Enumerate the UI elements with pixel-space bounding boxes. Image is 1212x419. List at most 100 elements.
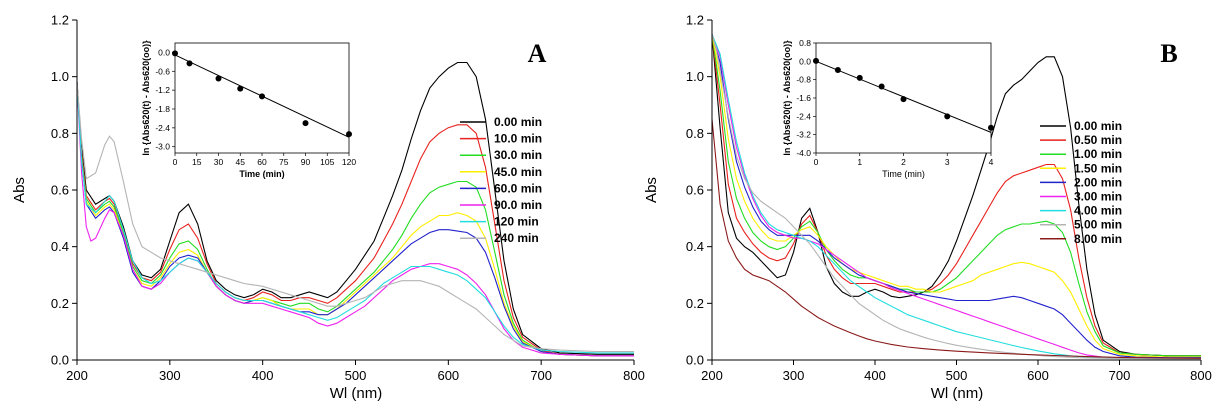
inset-y-tick-label: -1.6 bbox=[796, 93, 811, 103]
inset-y-tick-label: -0.6 bbox=[155, 66, 170, 76]
panel-label: A bbox=[528, 39, 547, 68]
panel-label: B bbox=[1160, 39, 1177, 68]
inset-plot: 0 15 30 45 60 75 90 105 120 0.0 -0.6 -1.2 -1.8 -2.4 -3… bbox=[141, 40, 356, 179]
inset-y-tick-label: -0.8 bbox=[796, 75, 811, 85]
inset-plot: 0 1 2 3 4 0.8 0.0 -0.8 -1.6 -2.4 -3.2 -4.0 Time (min… bbox=[782, 38, 994, 179]
series-line-4 bbox=[711, 34, 1201, 359]
y-tick-label: 0.4 bbox=[51, 239, 69, 254]
x-axis-label: Wl (nm) bbox=[931, 385, 984, 402]
inset-data-point bbox=[346, 131, 352, 138]
inset-data-point bbox=[944, 113, 951, 120]
panel-a: 200 300 400 500 600 700 8000.00.20.40.60.81.01… bbox=[11, 13, 645, 403]
inset-x-tick-label: 45 bbox=[236, 157, 246, 167]
inset-data-point bbox=[988, 124, 994, 131]
legend-label: 45.0 min bbox=[494, 165, 542, 179]
series-line-6 bbox=[711, 33, 1202, 360]
x-tick-label: 800 bbox=[1190, 368, 1212, 383]
panel-b: 200 300 400 500 600 700 800 0.0 0.2 0.4 0.6 0.8 1.0 1… bbox=[643, 13, 1212, 403]
x-axis-label: Wl (nm) bbox=[330, 385, 383, 402]
inset-y-tick-label: 0.8 bbox=[799, 38, 811, 48]
legend-label: 30.0 min bbox=[494, 148, 542, 162]
inset-y-tick-label: -1.8 bbox=[155, 104, 170, 114]
series-line-7 bbox=[76, 82, 634, 353]
y-tick-label: 1.0 bbox=[686, 69, 704, 84]
y-tick-label: 0.8 bbox=[51, 126, 69, 141]
y-tick-label: 1.2 bbox=[686, 13, 704, 28]
inset-x-tick-label: 4 bbox=[989, 157, 994, 167]
inset-y-tick-label: -3.2 bbox=[796, 130, 811, 140]
inset-data-point bbox=[259, 93, 265, 100]
legend-label: 60.0 min bbox=[494, 181, 542, 195]
inset-y-tick-label: -4.0 bbox=[796, 148, 811, 158]
y-tick-label: 1.0 bbox=[51, 69, 69, 84]
y-axis-label: Abs bbox=[643, 177, 660, 203]
x-tick-label: 400 bbox=[252, 368, 274, 383]
y-tick-label: 1.2 bbox=[51, 13, 69, 28]
inset-y-tick-label: 0.0 bbox=[799, 56, 811, 66]
legend-label: 2.00 min bbox=[1074, 175, 1122, 189]
inset-x-tick-label: 60 bbox=[257, 157, 267, 167]
series-line-6 bbox=[76, 82, 634, 354]
series-line-0 bbox=[76, 61, 634, 355]
legend-label: 1.00 min bbox=[1074, 147, 1122, 161]
inset-x-axis-label: Time (min) bbox=[239, 169, 284, 179]
inset-x-tick-label: 3 bbox=[945, 157, 950, 167]
inset-x-tick-label: 90 bbox=[301, 157, 311, 167]
legend-label: 0.00 min bbox=[1074, 119, 1122, 133]
inset-x-tick-label: 1 bbox=[857, 157, 862, 167]
legend-label: 1.50 min bbox=[1074, 161, 1122, 175]
inset-x-tick-label: 15 bbox=[192, 157, 202, 167]
inset-x-tick-label: 2 bbox=[901, 157, 906, 167]
inset-data-point bbox=[834, 67, 841, 74]
inset-data-point bbox=[302, 120, 309, 127]
series-line-7 bbox=[711, 34, 1202, 360]
legend-label: 0.50 min bbox=[1074, 133, 1122, 147]
series-line-5 bbox=[711, 34, 1202, 360]
legend-label: 10.0 min bbox=[494, 132, 542, 146]
x-tick-label: 500 bbox=[345, 368, 367, 383]
inset-x-tick-label: 75 bbox=[279, 157, 289, 167]
inset-data-point bbox=[186, 60, 193, 67]
series-line-5 bbox=[76, 82, 634, 357]
inset-data-point bbox=[900, 96, 907, 103]
inset-x-tick-label: 105 bbox=[320, 157, 334, 167]
inset-x-tick-label: 30 bbox=[214, 157, 224, 167]
x-tick-label: 700 bbox=[1109, 368, 1131, 383]
y-tick-label: 0.0 bbox=[51, 353, 69, 368]
inset-data-point bbox=[172, 50, 178, 57]
series-line-8 bbox=[711, 119, 1202, 359]
inset-y-tick-label: -1.2 bbox=[155, 85, 170, 95]
y-axis-label: Abs bbox=[11, 177, 28, 203]
x-tick-label: 700 bbox=[530, 368, 552, 383]
x-tick-label: 600 bbox=[437, 368, 459, 383]
inset-data-point bbox=[856, 74, 863, 81]
legend-label: 120 min bbox=[494, 215, 539, 229]
y-tick-label: 0.0 bbox=[686, 353, 704, 368]
x-tick-label: 600 bbox=[1027, 368, 1049, 383]
inset-x-axis-label: Time (min) bbox=[882, 169, 925, 179]
legend-label: 4.00 min bbox=[1074, 204, 1122, 218]
x-tick-label: 800 bbox=[623, 368, 645, 383]
inset-y-tick-label: 0.0 bbox=[158, 47, 170, 57]
inset-data-point bbox=[878, 83, 885, 90]
x-tick-label: 500 bbox=[946, 368, 968, 383]
legend-label: 90.0 min bbox=[494, 198, 542, 212]
legend-label: 3.00 min bbox=[1074, 190, 1122, 204]
inset-data-point bbox=[813, 57, 819, 64]
inset-y-axis-label: ln {Abs620(t) - Abs620(oo)} bbox=[782, 40, 792, 156]
y-tick-label: 0.6 bbox=[686, 183, 704, 198]
inset-y-tick-label: -2.4 bbox=[155, 123, 170, 133]
series-line-3 bbox=[711, 34, 1201, 358]
y-tick-label: 0.6 bbox=[51, 183, 69, 198]
legend-label: 0.00 min bbox=[494, 115, 542, 129]
inset-y-tick-label: -2.4 bbox=[796, 111, 811, 121]
series-line-2 bbox=[76, 82, 634, 357]
y-tick-label: 0.2 bbox=[51, 296, 69, 311]
inset-data-point bbox=[215, 75, 222, 82]
y-tick-label: 0.8 bbox=[686, 126, 704, 141]
legend-label: 8.00 min bbox=[1074, 232, 1122, 246]
x-tick-label: 300 bbox=[783, 368, 805, 383]
x-tick-label: 300 bbox=[159, 368, 181, 383]
inset-x-tick-label: 0 bbox=[173, 157, 178, 167]
